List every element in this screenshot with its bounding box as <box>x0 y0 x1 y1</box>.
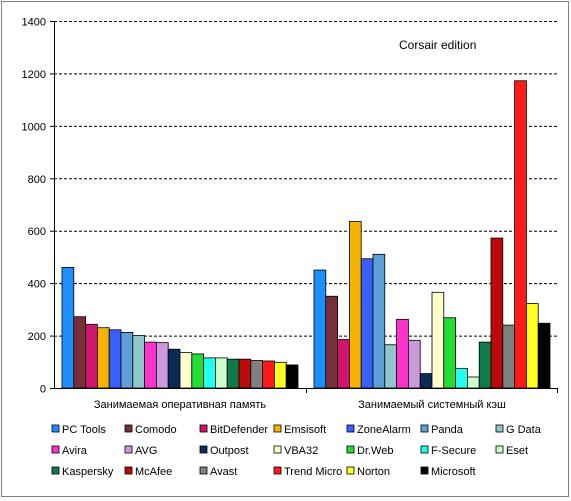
bar <box>407 339 421 389</box>
bar <box>455 367 468 389</box>
legend-label: Panda <box>431 424 464 436</box>
bar <box>285 364 299 389</box>
bar <box>419 373 433 389</box>
legend-label: Kaspersky <box>62 466 114 478</box>
bar <box>348 221 362 389</box>
x-category-label: Занимаемая оперативная память <box>94 399 267 411</box>
bar <box>431 291 445 389</box>
legend-label: ZoneAlarm <box>357 424 411 436</box>
legend-swatch <box>51 445 60 454</box>
bar <box>191 353 205 389</box>
bar <box>466 376 480 389</box>
legend-label: Microsoft <box>431 466 476 478</box>
legend-swatch <box>346 424 355 433</box>
legend-label: Norton <box>357 466 390 478</box>
bar <box>502 324 515 389</box>
legend-swatch <box>420 466 429 475</box>
bar <box>384 344 397 389</box>
legend-label: Avast <box>210 466 237 478</box>
legend-label: Dr.Web <box>357 445 393 457</box>
legend-swatch <box>124 445 133 454</box>
bar <box>526 303 539 389</box>
bar <box>325 295 338 389</box>
legend-swatch <box>51 424 60 433</box>
bar <box>273 361 287 389</box>
bar <box>179 352 193 389</box>
legend-swatch <box>346 445 355 454</box>
bar <box>337 339 350 389</box>
bar <box>155 342 169 389</box>
legend-label: Outpost <box>210 445 249 457</box>
bar <box>250 360 264 389</box>
legend-swatch <box>273 466 282 475</box>
legend-swatch <box>495 424 504 433</box>
legend-label: Avira <box>62 445 88 457</box>
bar <box>132 335 146 389</box>
y-tick-label: 400 <box>28 279 46 291</box>
legend-swatch <box>124 424 133 433</box>
legend-label: Comodo <box>135 424 177 436</box>
bar <box>478 341 492 389</box>
legend-swatch <box>420 424 429 433</box>
bar <box>226 358 240 389</box>
axes: 0 200 400 600 800 1000 1200 1400 Занимаемая опер… <box>22 17 558 411</box>
bar <box>61 267 75 389</box>
y-tick-label: 1400 <box>22 17 46 29</box>
legend: PC Tools Comodo BitDefender Emsisoft ZoneAla… <box>51 424 542 478</box>
legend-swatch <box>420 445 429 454</box>
y-tick-label: 200 <box>28 331 46 343</box>
bar <box>537 322 551 389</box>
y-tick-label: 600 <box>28 226 46 238</box>
legend-label: VBA32 <box>284 445 318 457</box>
bar <box>203 357 216 389</box>
bar <box>120 332 134 389</box>
legend-swatch <box>124 466 133 475</box>
y-tick-label: 1200 <box>22 69 46 81</box>
legend-swatch <box>199 424 208 433</box>
legend-label: F-Secure <box>431 445 476 457</box>
bar <box>360 258 374 389</box>
bar <box>262 360 275 389</box>
bar <box>108 329 122 389</box>
bar <box>144 341 157 389</box>
y-tick-label: 800 <box>28 174 46 186</box>
bar <box>514 80 527 389</box>
y-tick-label: 1000 <box>22 121 46 133</box>
bar <box>85 323 98 389</box>
bar <box>490 237 504 389</box>
bar <box>238 358 252 389</box>
legend-swatch <box>199 466 208 475</box>
legend-label: G Data <box>506 424 542 436</box>
bar <box>214 357 228 389</box>
bar <box>313 269 327 389</box>
legend-label: BitDefender <box>210 424 268 436</box>
legend-swatch <box>495 445 504 454</box>
bar <box>372 253 386 389</box>
bar <box>97 327 110 389</box>
legend-swatch <box>273 445 282 454</box>
bar <box>167 348 181 389</box>
bar <box>73 316 87 389</box>
chart-annotation: Corsair edition <box>399 38 476 52</box>
legend-label: Eset <box>506 445 528 457</box>
x-category-label: Занимаемый системный кэш <box>358 399 506 411</box>
legend-swatch <box>51 466 60 475</box>
bar <box>443 317 456 389</box>
y-tick-label: 0 <box>40 384 46 396</box>
bar <box>396 318 409 389</box>
legend-swatch <box>199 445 208 454</box>
legend-label: McAfee <box>135 466 172 478</box>
legend-label: PC Tools <box>62 424 106 436</box>
legend-swatch <box>273 424 282 433</box>
gridlines <box>54 21 558 337</box>
legend-swatch <box>346 466 355 475</box>
legend-label: AVG <box>135 445 157 457</box>
legend-label: Trend Micro <box>284 466 342 478</box>
legend-label: Emsisoft <box>284 424 326 436</box>
